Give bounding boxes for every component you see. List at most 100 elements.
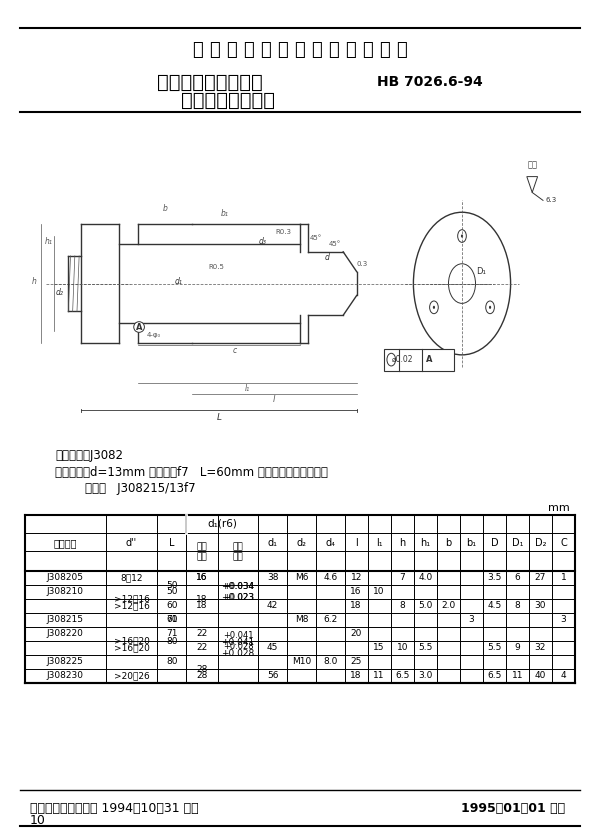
Text: 11: 11 <box>512 671 523 681</box>
Text: +0.034
+0.023: +0.034 +0.023 <box>221 582 255 601</box>
Text: d₁: d₁ <box>268 538 278 548</box>
Text: 18: 18 <box>196 595 208 604</box>
Text: 15: 15 <box>373 644 385 652</box>
Text: +0.034
+0.023: +0.034 +0.023 <box>223 582 253 601</box>
Text: l: l <box>273 395 275 404</box>
Text: b₁: b₁ <box>220 209 229 219</box>
Text: J308205: J308205 <box>47 574 84 582</box>
Text: 38: 38 <box>267 574 278 582</box>
Text: 6.5: 6.5 <box>395 671 409 681</box>
Circle shape <box>489 306 491 309</box>
Text: 22: 22 <box>196 644 208 652</box>
Text: 夹具通用元件定位件: 夹具通用元件定位件 <box>157 73 263 92</box>
Text: 标记示例：d=13mm 公差带为f7   L=60mm 的带螺杆圆柱定位销：: 标记示例：d=13mm 公差带为f7 L=60mm 的带螺杆圆柱定位销： <box>55 465 328 479</box>
Text: 3.5: 3.5 <box>487 574 502 582</box>
Text: 42: 42 <box>267 601 278 610</box>
Text: c: c <box>233 346 238 355</box>
Text: 16: 16 <box>196 574 208 582</box>
Text: 16: 16 <box>196 574 208 582</box>
Text: h₁: h₁ <box>45 237 53 246</box>
Text: 带螺杆圆柱定位销: 带螺杆圆柱定位销 <box>181 91 275 109</box>
Text: 32: 32 <box>535 644 546 652</box>
Text: D₁: D₁ <box>476 267 486 276</box>
Text: l: l <box>355 538 358 548</box>
Text: d₁(r6): d₁(r6) <box>208 519 237 529</box>
Text: >16～20: >16～20 <box>113 636 149 646</box>
Text: J308215: J308215 <box>47 615 84 625</box>
Text: 1995－01－01 实施: 1995－01－01 实施 <box>461 801 565 815</box>
Text: 4.0: 4.0 <box>418 574 433 582</box>
Text: 11: 11 <box>373 671 385 681</box>
Text: +0.041
+0.028: +0.041 +0.028 <box>223 631 253 651</box>
Text: M8: M8 <box>295 615 308 625</box>
Text: ⌀0.02: ⌀0.02 <box>392 355 413 364</box>
Text: 25: 25 <box>350 657 362 666</box>
Text: h₁: h₁ <box>420 538 430 548</box>
Text: 8～12: 8～12 <box>120 574 143 582</box>
Text: J308210: J308210 <box>47 587 84 596</box>
Text: A: A <box>136 323 142 331</box>
Text: 8.0: 8.0 <box>323 657 337 666</box>
Circle shape <box>461 234 463 238</box>
Text: d₂: d₂ <box>296 538 307 548</box>
Text: l₁: l₁ <box>376 538 383 548</box>
Text: D₂: D₂ <box>535 538 546 548</box>
Text: D₁: D₁ <box>512 538 523 548</box>
Text: 4-φ₀: 4-φ₀ <box>147 333 161 339</box>
Text: 6: 6 <box>515 574 520 582</box>
Text: M6: M6 <box>295 574 308 582</box>
Text: 16: 16 <box>350 587 362 596</box>
Text: J308230: J308230 <box>47 671 84 681</box>
Text: M10: M10 <box>292 657 311 666</box>
Text: d₂: d₂ <box>56 289 64 298</box>
Text: 45: 45 <box>267 644 278 652</box>
Text: 27: 27 <box>535 574 546 582</box>
Text: +0.041
+0.028: +0.041 +0.028 <box>221 638 255 658</box>
Text: 12: 12 <box>350 574 362 582</box>
Text: 50: 50 <box>166 580 178 590</box>
FancyBboxPatch shape <box>384 349 454 371</box>
Text: d₃: d₃ <box>258 237 266 246</box>
Text: R0.5: R0.5 <box>208 264 224 270</box>
Text: d'': d'' <box>126 538 137 548</box>
Text: 定位销   J308215/13f7: 定位销 J308215/13f7 <box>55 481 196 495</box>
Text: 4.6: 4.6 <box>323 574 337 582</box>
Text: L: L <box>169 538 175 548</box>
Text: R0.3: R0.3 <box>276 229 292 235</box>
Text: 45°: 45° <box>329 240 341 247</box>
Text: 45°: 45° <box>310 235 322 241</box>
Text: J308225: J308225 <box>47 657 84 666</box>
Text: 60: 60 <box>166 601 178 610</box>
Text: h: h <box>32 277 37 285</box>
Text: 8: 8 <box>400 601 405 610</box>
Text: b: b <box>445 538 451 548</box>
Text: >20～26: >20～26 <box>113 671 149 681</box>
Text: 中国航空工业总公司 1994－10－31 发布: 中国航空工业总公司 1994－10－31 发布 <box>30 801 199 815</box>
Text: D: D <box>491 538 498 548</box>
Text: 80: 80 <box>166 657 178 666</box>
Text: 18: 18 <box>350 601 362 610</box>
Text: 其余: 其余 <box>527 160 537 169</box>
Text: J308220: J308220 <box>47 630 84 639</box>
Text: 6.5: 6.5 <box>487 671 502 681</box>
Circle shape <box>433 306 435 309</box>
Text: 30: 30 <box>535 601 546 610</box>
Text: 50: 50 <box>166 587 178 596</box>
Text: 28: 28 <box>196 665 208 674</box>
Text: 18: 18 <box>196 601 208 610</box>
Text: 3: 3 <box>469 615 474 625</box>
Text: 10: 10 <box>30 813 46 826</box>
Text: d₁: d₁ <box>175 277 182 285</box>
Text: 4: 4 <box>560 671 566 681</box>
Text: >16～20: >16～20 <box>113 644 149 652</box>
Text: 71: 71 <box>166 615 178 625</box>
Text: b: b <box>163 203 167 213</box>
Text: 22: 22 <box>196 630 208 639</box>
Text: 2.0: 2.0 <box>441 601 455 610</box>
Text: L: L <box>217 413 221 422</box>
Text: HB 7026.6-94: HB 7026.6-94 <box>377 75 483 89</box>
Text: mm: mm <box>548 503 570 513</box>
Text: 18: 18 <box>350 671 362 681</box>
Text: 0.3: 0.3 <box>356 261 368 267</box>
Text: 4.5: 4.5 <box>487 601 502 610</box>
